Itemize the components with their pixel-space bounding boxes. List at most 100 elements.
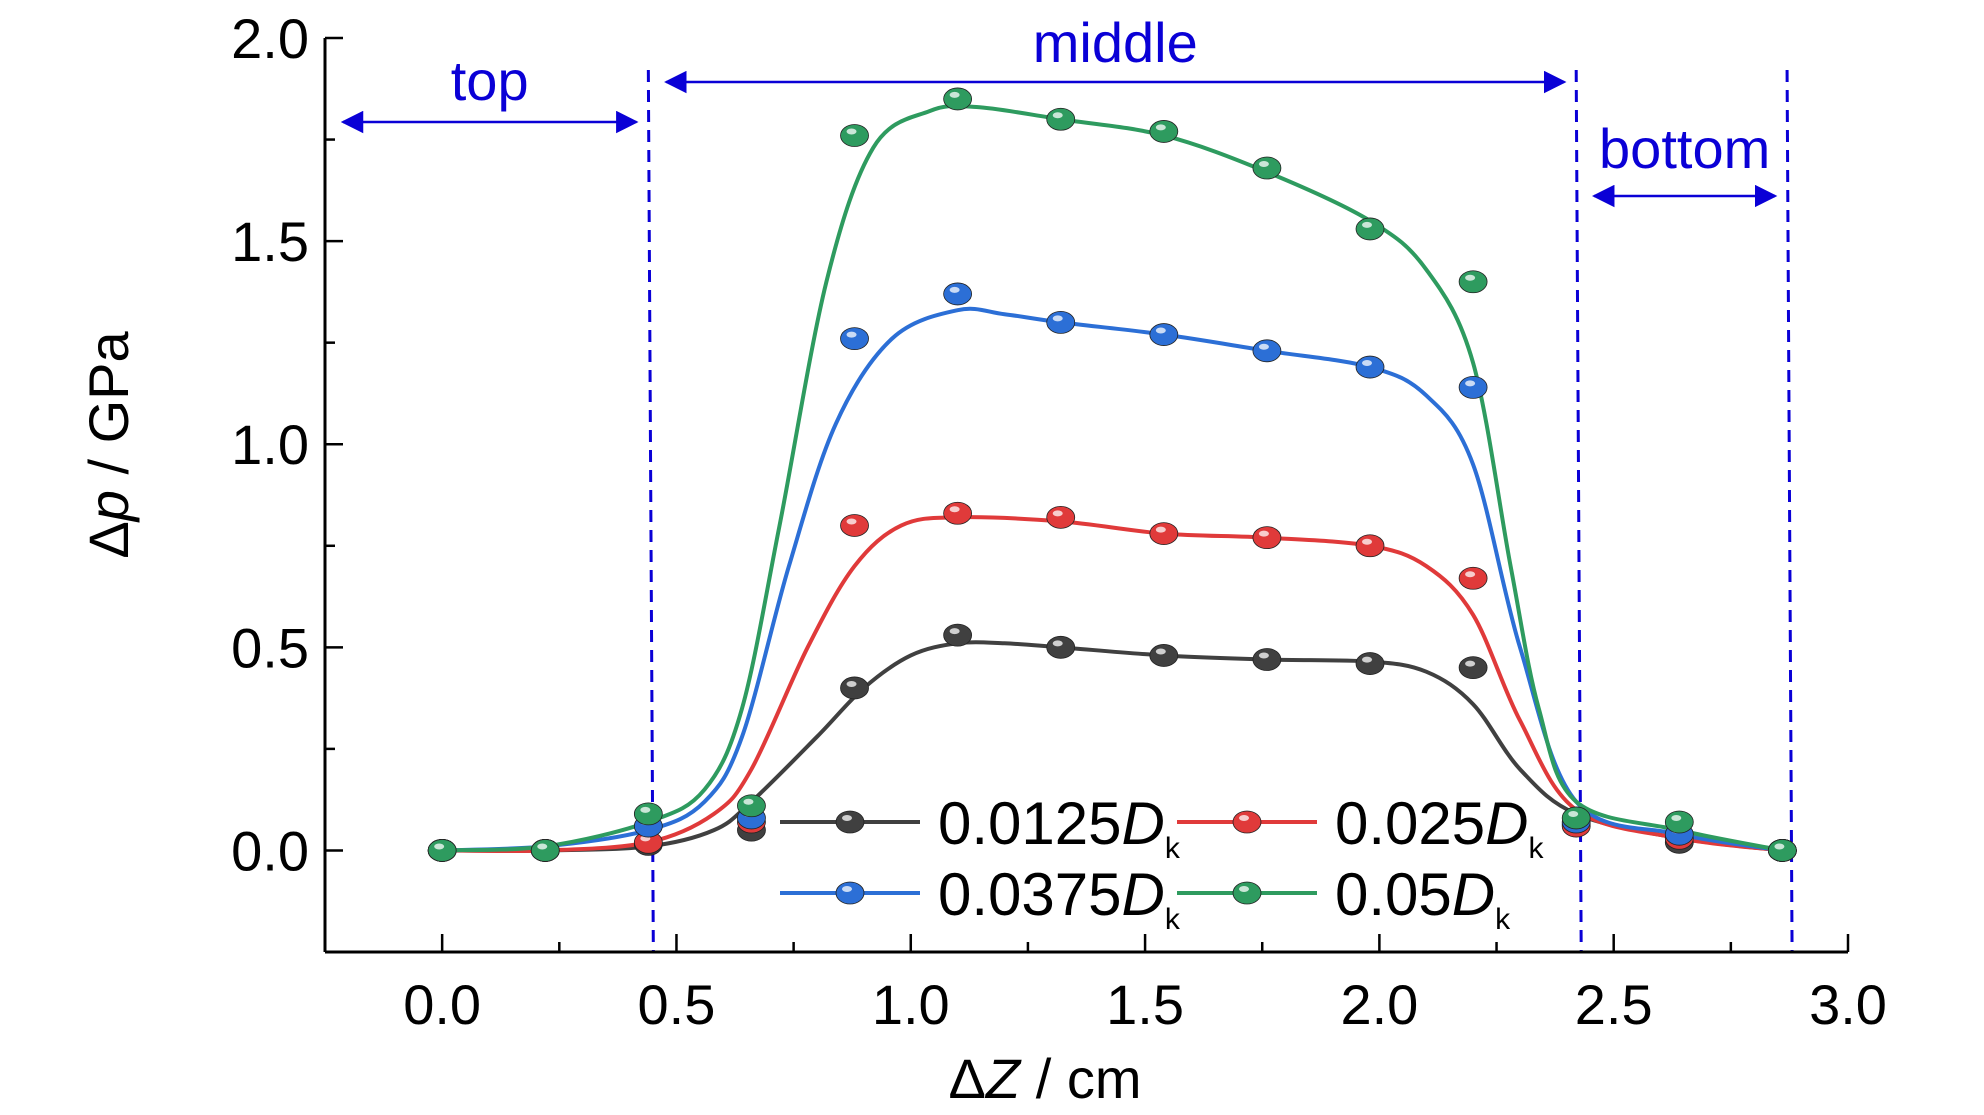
x-axis-title-delta: Δ [949, 1047, 986, 1110]
marker-highlight [1258, 652, 1269, 659]
legend-label-value: 0.05 [1335, 861, 1452, 928]
y-axis-title-unit: / GPa [77, 331, 140, 491]
data-point-series-1 [1355, 534, 1385, 558]
legend-label-symbol: D [1452, 861, 1495, 928]
marker-highlight [1052, 112, 1063, 119]
legend-label-subscript: k [1165, 903, 1181, 936]
marker-highlight [1362, 656, 1373, 663]
marker-highlight [1239, 886, 1249, 892]
marker-body [1664, 810, 1694, 834]
legend-item-1: 0.025Dk [1177, 790, 1545, 865]
legend-label-symbol: D [1122, 861, 1165, 928]
marker-body [1355, 652, 1385, 675]
marker-highlight [1258, 343, 1269, 350]
data-point-series-1 [1458, 566, 1488, 590]
marker-highlight [949, 286, 960, 293]
data-point-series-1 [840, 514, 869, 537]
series-line-2 [442, 306, 1783, 853]
marker-body [943, 501, 973, 525]
marker-body [1232, 810, 1262, 834]
marker-body [1458, 270, 1488, 294]
marker-highlight [1362, 538, 1373, 545]
data-point-series-2 [943, 282, 973, 306]
marker-body [835, 810, 865, 834]
marker-highlight [1052, 640, 1063, 647]
marker-body [1252, 339, 1282, 363]
marker-highlight [1465, 660, 1476, 667]
marker-highlight [537, 843, 548, 850]
data-point-series-2 [1252, 339, 1282, 363]
marker-highlight [846, 331, 857, 338]
marker-highlight [1155, 526, 1166, 533]
data-point-series-2 [840, 327, 869, 351]
marker-highlight [846, 518, 857, 525]
marker-body [530, 839, 560, 862]
data-point-series-0 [1252, 648, 1282, 671]
legend-label-value: 0.0125 [938, 790, 1122, 857]
marker-body [840, 676, 869, 700]
marker-body [1252, 648, 1282, 671]
marker-highlight [1671, 815, 1682, 822]
marker-highlight [1052, 510, 1063, 517]
marker-highlight [1258, 530, 1269, 537]
x-tick-label: 3.0 [1809, 973, 1887, 1036]
y-tick-label: 2.0 [231, 7, 309, 70]
marker-highlight [434, 843, 445, 850]
x-axis-title-var: Z [984, 1047, 1022, 1110]
marker-body [1149, 120, 1179, 143]
legend-label-subscript: k [1165, 832, 1181, 865]
marker-body [1149, 644, 1179, 667]
marker-body [840, 514, 869, 537]
legend-item-0: 0.0125Dk [780, 790, 1181, 865]
x-axis-title-unit: / cm [1020, 1047, 1141, 1110]
data-point-series-3 [840, 124, 869, 147]
data-point-series-2 [1355, 355, 1385, 379]
marker-body [427, 839, 457, 862]
y-axis-title: Δp / GPa [77, 331, 140, 559]
marker-highlight [1239, 815, 1249, 821]
region-divider-line [1574, 69, 1583, 953]
marker-body [1767, 839, 1797, 862]
data-point-series-3 [1149, 120, 1179, 143]
data-point-series-2 [1458, 375, 1488, 399]
marker-highlight [1362, 360, 1373, 367]
x-tick-label: 1.0 [872, 973, 950, 1036]
data-point-series-3 [1767, 839, 1797, 862]
marker-highlight [846, 680, 857, 687]
data-point-series-0 [1458, 656, 1488, 680]
legend-swatch-marker [835, 810, 865, 834]
y-axis-title-var: p [77, 490, 140, 523]
marker-highlight [1774, 843, 1785, 850]
marker-body [840, 124, 869, 147]
y-tick-label: 0.0 [231, 819, 309, 882]
marker-highlight [640, 806, 651, 813]
x-tick-label: 1.5 [1106, 973, 1184, 1036]
data-point-series-3 [1046, 107, 1076, 131]
marker-highlight [743, 798, 754, 805]
data-point-series-2 [1046, 310, 1076, 334]
data-point-series-0 [1355, 652, 1385, 675]
y-tick-label: 1.5 [231, 210, 309, 273]
region-annotations: top middle bottom [340, 11, 1778, 208]
marker-body [1252, 526, 1282, 550]
marker-body [1046, 310, 1076, 334]
x-tick-label: 2.0 [1340, 973, 1418, 1036]
marker-body [1252, 156, 1282, 180]
marker-highlight [1258, 160, 1269, 167]
marker-highlight [1155, 124, 1166, 131]
legend-swatch-marker [1232, 810, 1262, 834]
marker-highlight [1465, 380, 1476, 387]
marker-highlight [949, 91, 960, 98]
x-tick-label: 0.5 [638, 973, 716, 1036]
y-tick-label: 1.0 [231, 413, 309, 476]
axis-titles: ΔZ / cm Δp / GPa [77, 331, 1141, 1111]
data-point-series-3 [943, 87, 973, 111]
legend-label-symbol: D [1122, 790, 1165, 857]
legend-swatch-marker [835, 881, 865, 905]
x-axis-title: ΔZ / cm [949, 1047, 1142, 1110]
marker-highlight [1155, 327, 1166, 334]
region-divider-line [646, 69, 655, 953]
data-point-series-3 [633, 802, 663, 826]
